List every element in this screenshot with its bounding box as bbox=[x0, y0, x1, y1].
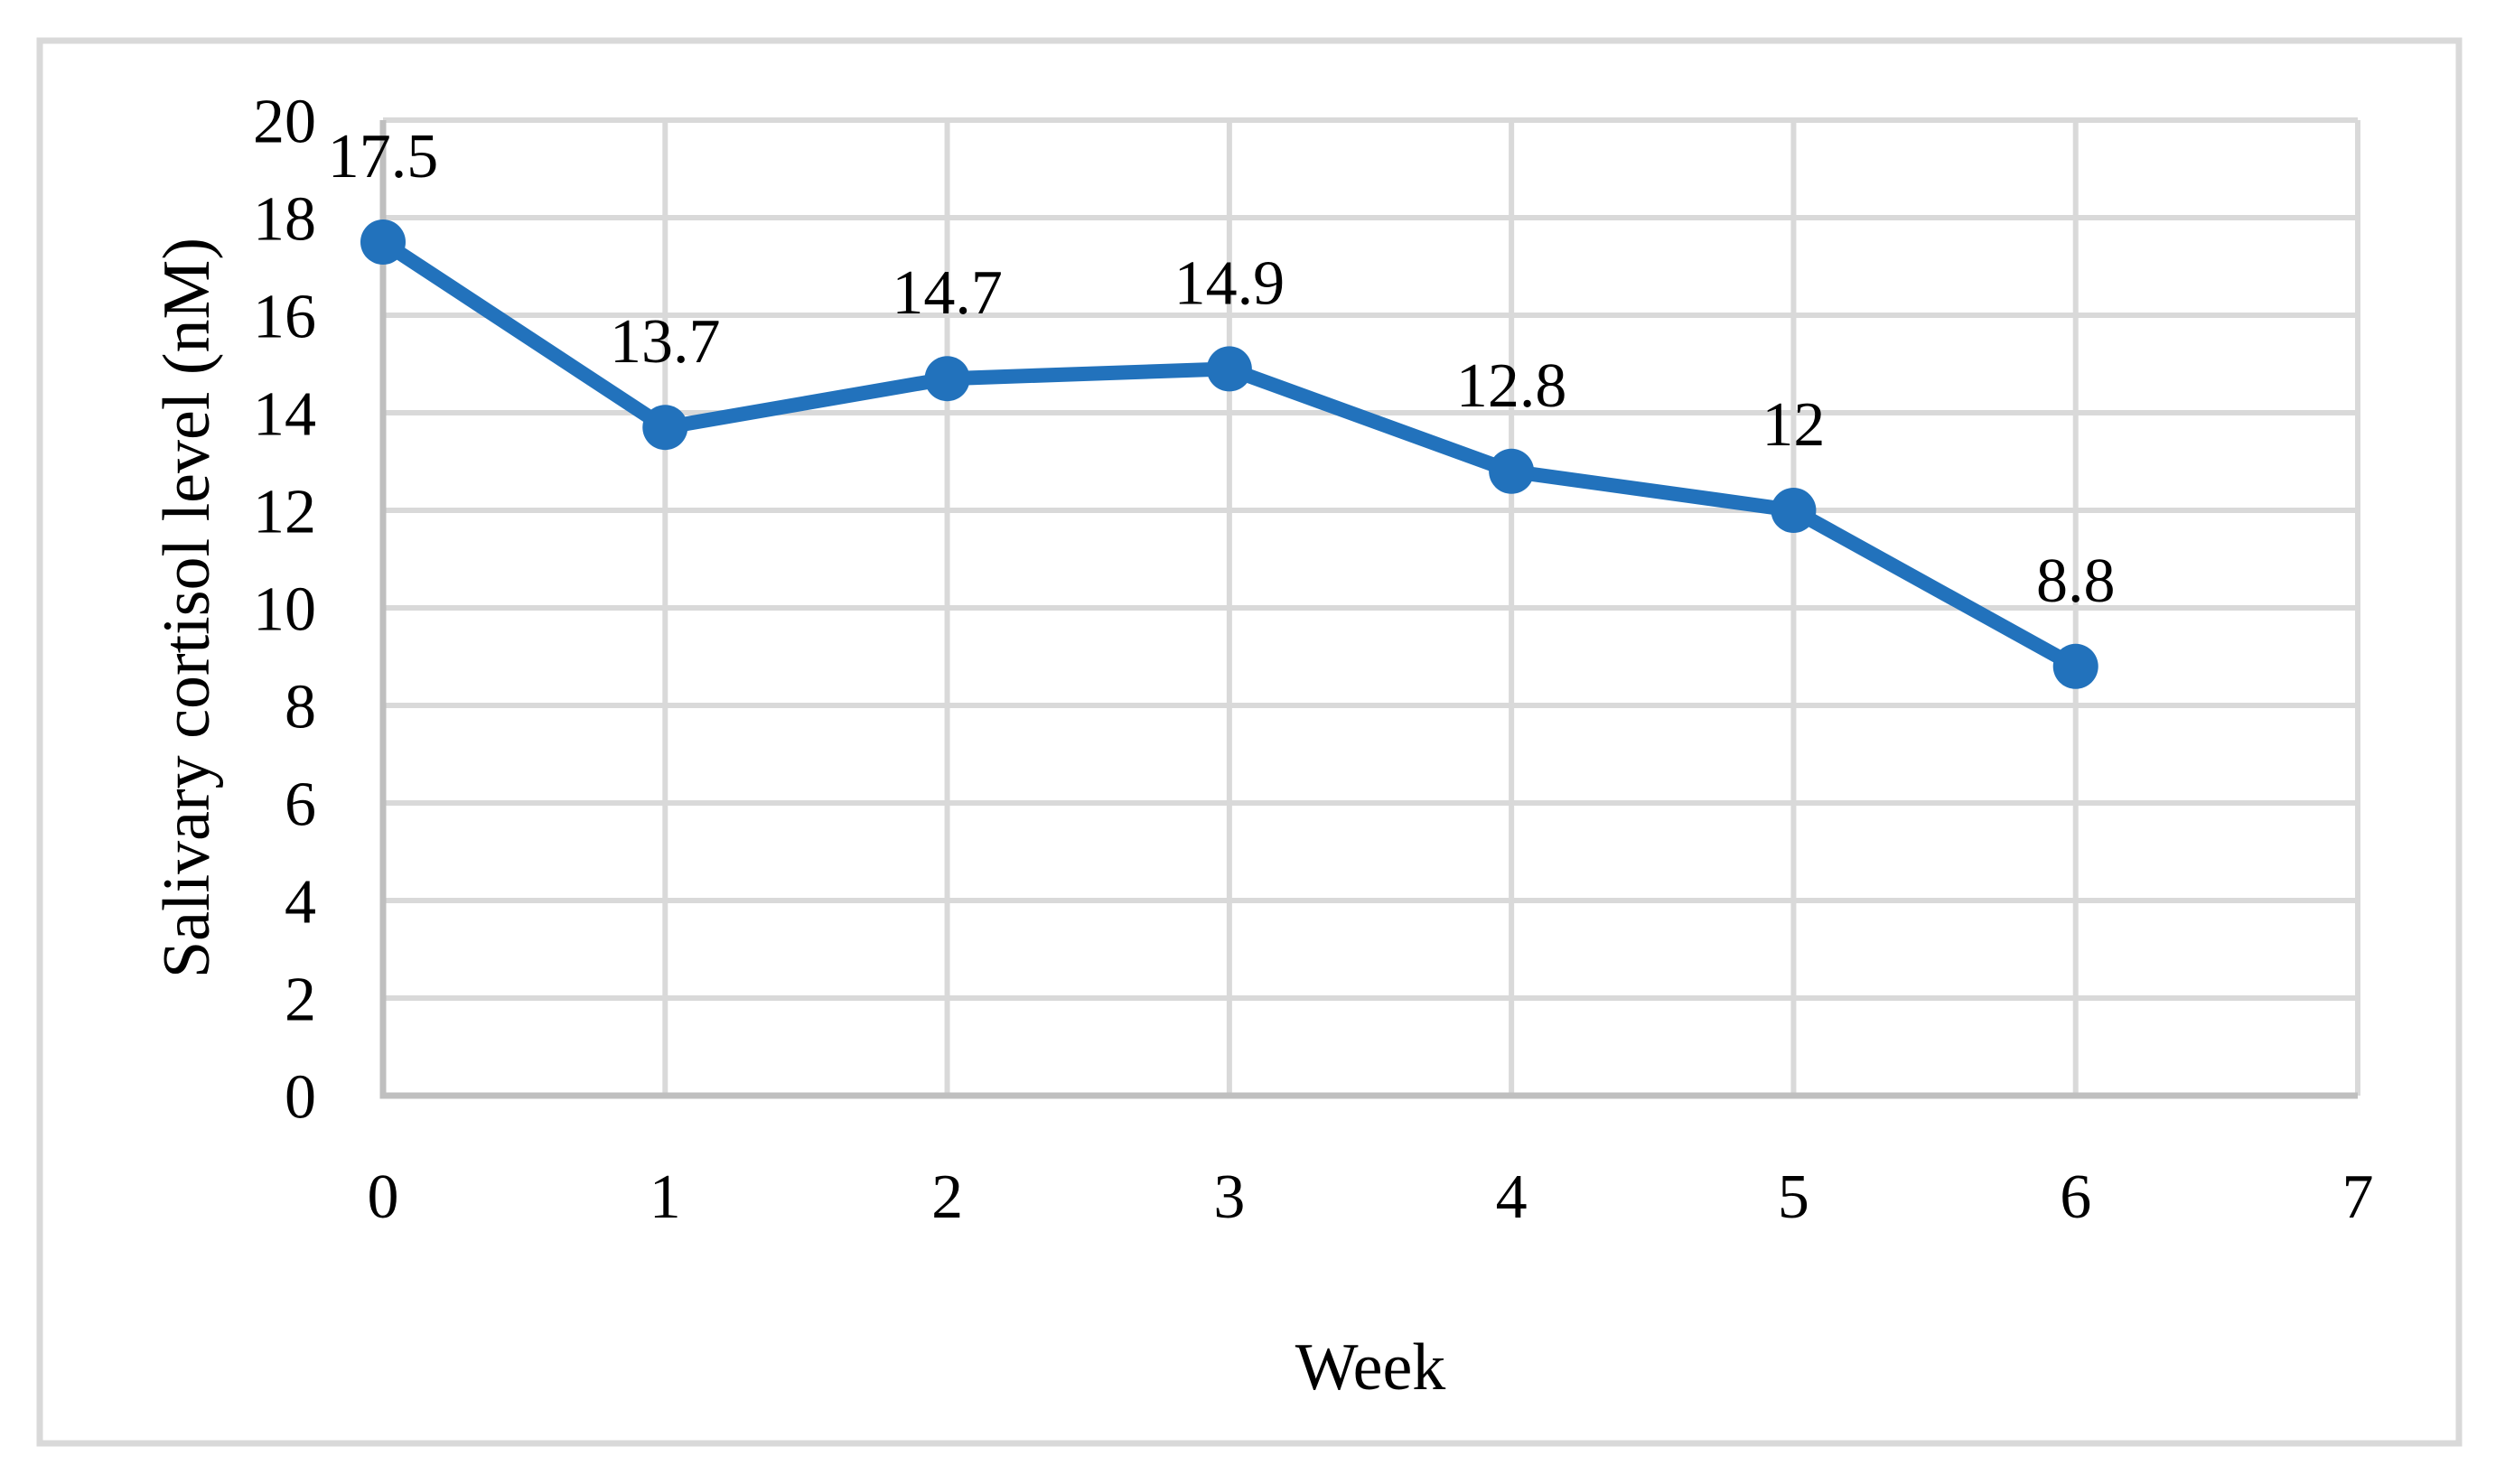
data-point-marker bbox=[1206, 346, 1252, 392]
data-point-marker bbox=[2052, 643, 2098, 689]
y-tick-label: 18 bbox=[253, 185, 316, 255]
x-tick-labels: 0 1 2 3 4 5 6 7 bbox=[368, 1162, 2374, 1232]
x-tick-label: 6 bbox=[2060, 1162, 2091, 1232]
y-tick-label: 6 bbox=[285, 770, 316, 840]
y-tick-label: 4 bbox=[285, 868, 316, 938]
data-label: 14.9 bbox=[1174, 248, 1285, 318]
data-point-marker bbox=[1489, 448, 1535, 494]
y-tick-label: 0 bbox=[285, 1063, 316, 1133]
y-tick-labels: 0 2 4 6 8 10 12 14 16 18 20 bbox=[253, 88, 316, 1133]
data-label: 13.7 bbox=[610, 307, 721, 377]
axes bbox=[379, 120, 2358, 1099]
x-tick-label: 0 bbox=[368, 1162, 399, 1232]
x-tick-label: 1 bbox=[650, 1162, 681, 1232]
data-point-markers bbox=[360, 219, 2098, 689]
y-tick-label: 2 bbox=[285, 966, 316, 1035]
data-point-marker bbox=[924, 356, 970, 402]
x-tick-label: 4 bbox=[1496, 1162, 1528, 1232]
data-label: 12 bbox=[1762, 390, 1825, 460]
x-tick-label: 7 bbox=[2342, 1162, 2374, 1232]
y-axis-title: Salivary cortisol level (nM) bbox=[150, 238, 224, 978]
y-tick-label: 10 bbox=[253, 575, 316, 645]
y-tick-label: 12 bbox=[253, 478, 316, 547]
y-tick-label: 16 bbox=[253, 283, 316, 352]
data-label: 12.8 bbox=[1456, 351, 1567, 421]
data-label: 17.5 bbox=[328, 122, 439, 191]
data-point-marker bbox=[360, 219, 406, 265]
y-tick-label: 8 bbox=[285, 673, 316, 742]
data-point-marker bbox=[642, 405, 688, 451]
data-labels: 17.5 13.7 14.7 14.9 12.8 12 8.8 bbox=[328, 122, 2116, 616]
x-axis-title: Week bbox=[1295, 1330, 1446, 1405]
x-tick-label: 5 bbox=[1778, 1162, 1809, 1232]
horizontal-gridlines bbox=[383, 117, 2358, 1001]
y-tick-label: 20 bbox=[253, 88, 316, 157]
data-label: 8.8 bbox=[2036, 546, 2116, 616]
data-point-marker bbox=[1771, 488, 1817, 533]
data-label: 14.7 bbox=[892, 258, 1003, 328]
y-tick-label: 14 bbox=[253, 380, 316, 450]
vertical-gridlines bbox=[662, 120, 2360, 1096]
x-tick-label: 3 bbox=[1213, 1162, 1245, 1232]
chart-border bbox=[36, 37, 2463, 1447]
x-tick-label: 2 bbox=[931, 1162, 963, 1232]
